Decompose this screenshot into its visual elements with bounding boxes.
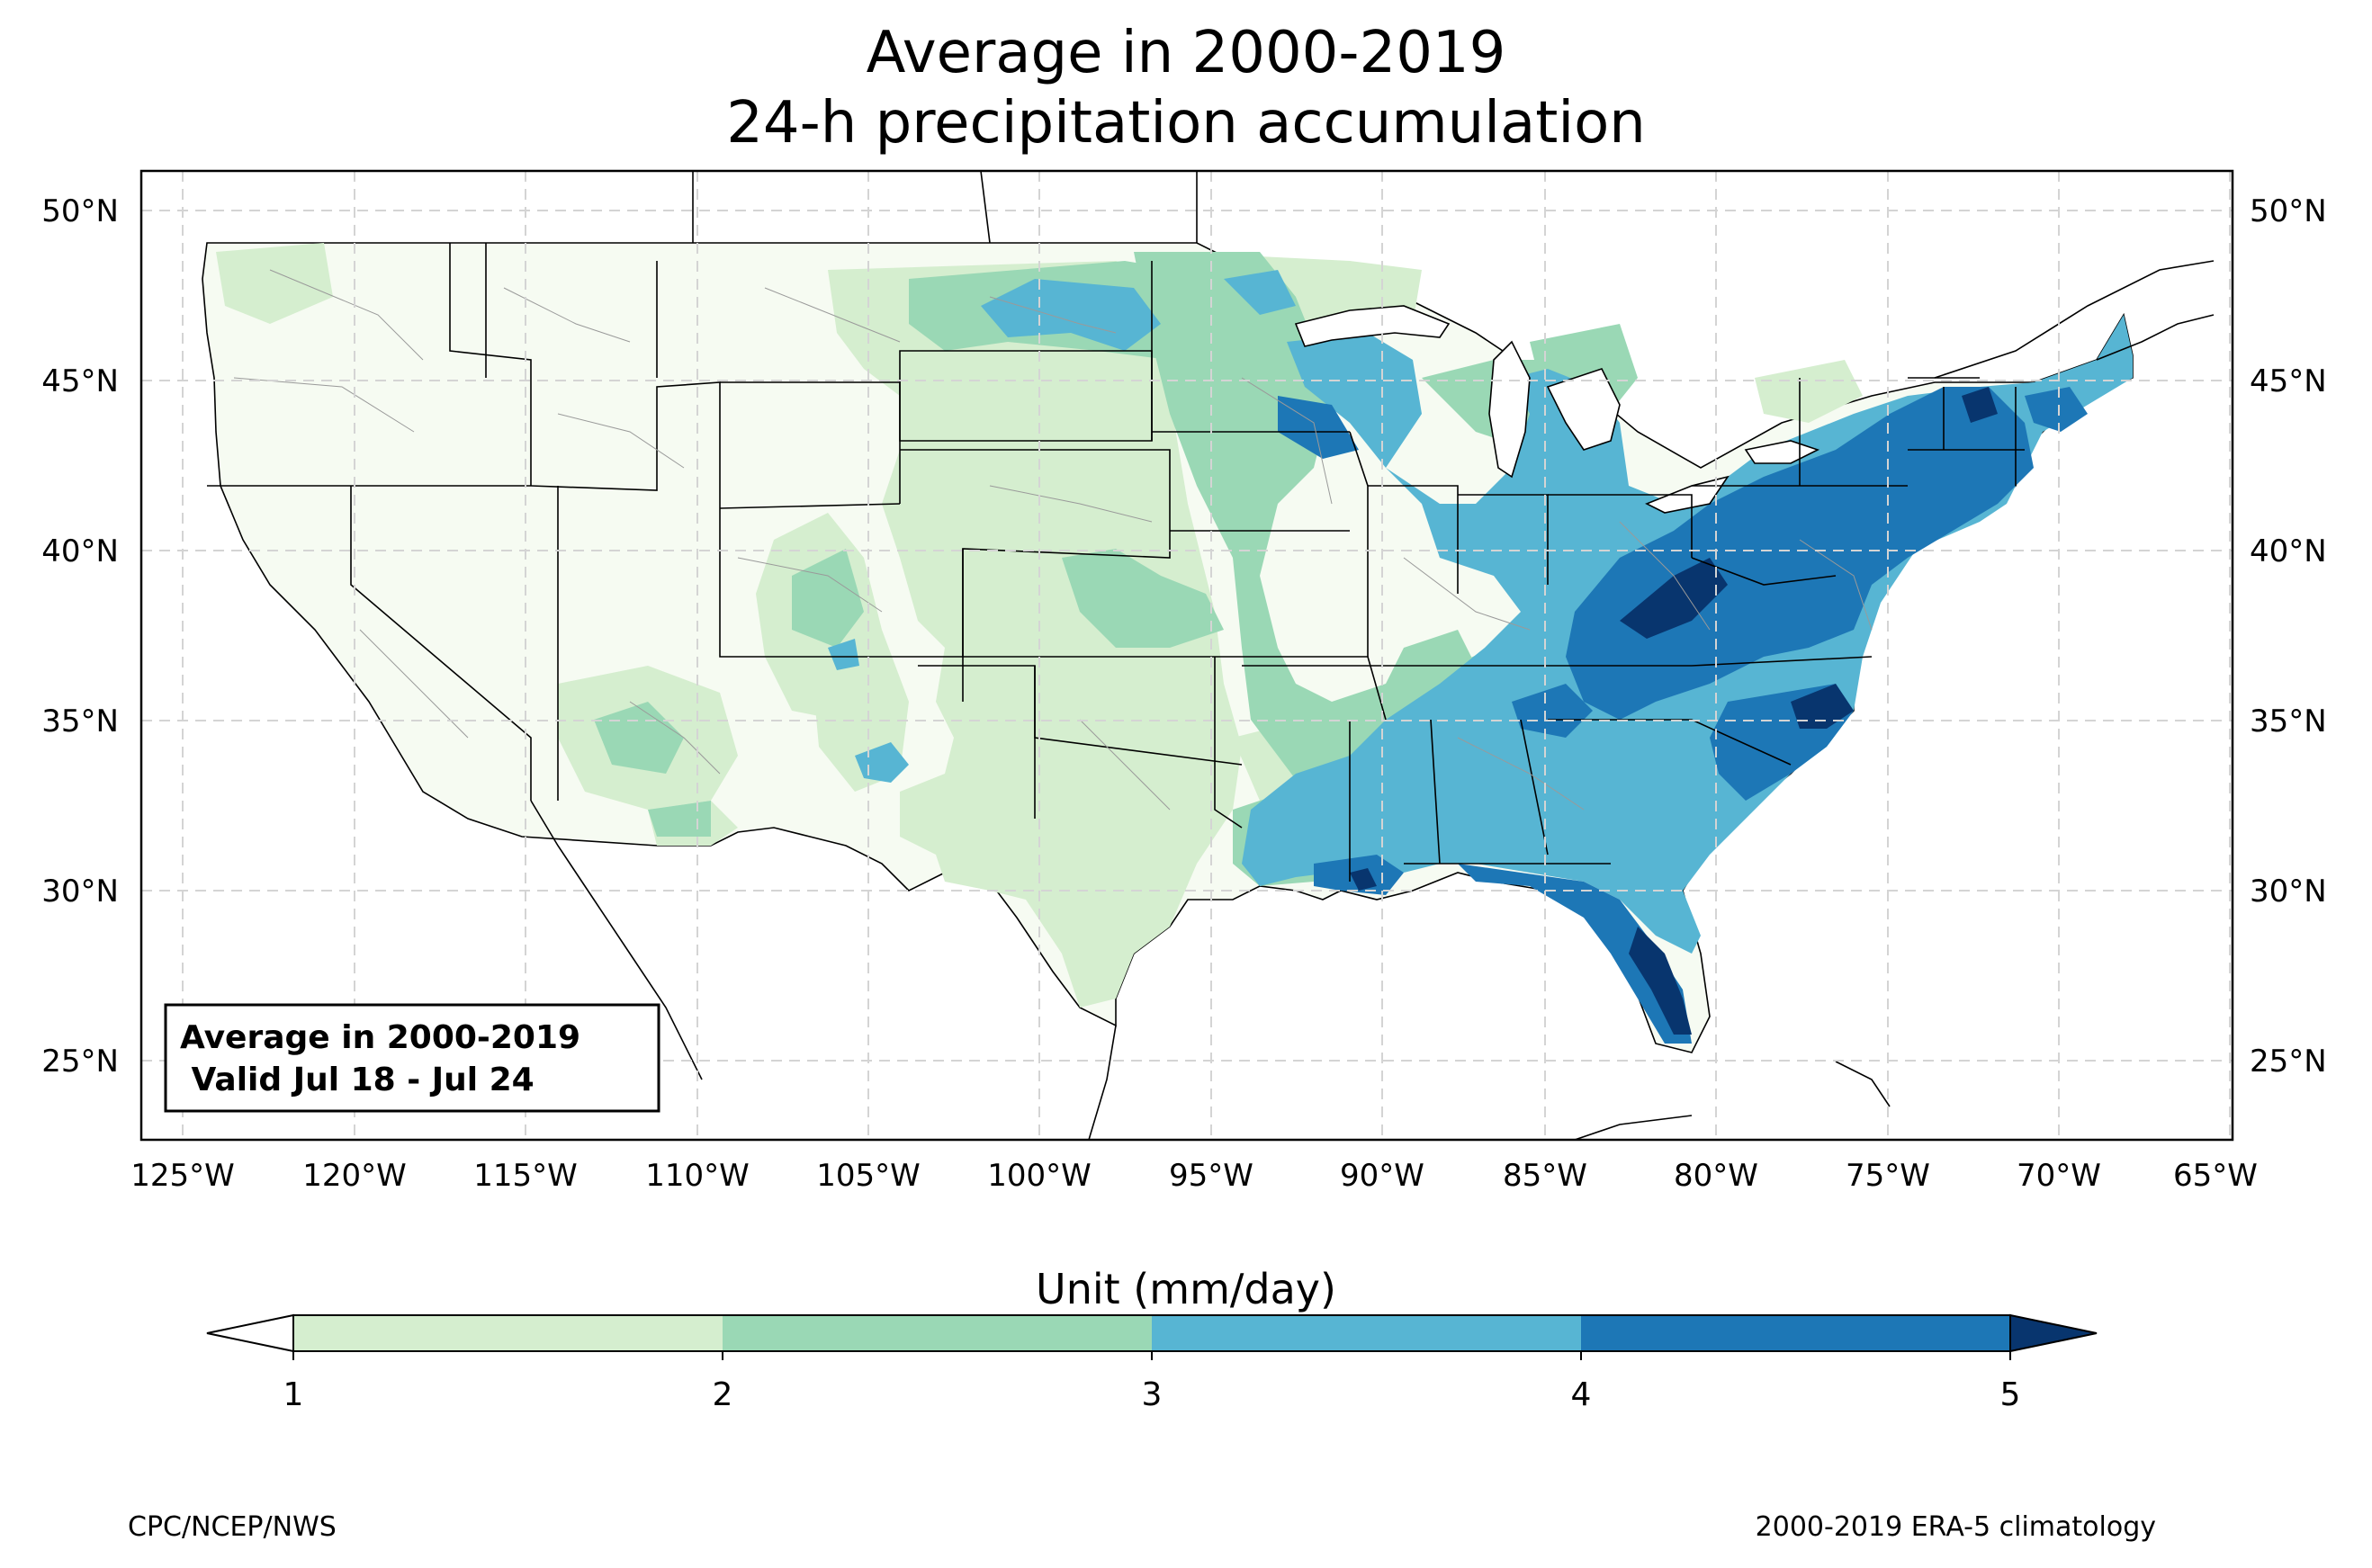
lon-label-65: 65°W xyxy=(2173,1158,2258,1194)
colorbar-bin-3-4 xyxy=(1152,1315,1581,1351)
chart-title-line2: 24-h precipitation accumulation xyxy=(726,90,1646,157)
lon-label-125: 125°W xyxy=(130,1158,235,1194)
lat-label-50-right: 50°N xyxy=(2250,193,2327,229)
lat-label-45-right: 45°N xyxy=(2250,363,2327,399)
lon-label-70: 70°W xyxy=(2017,1158,2101,1194)
map-frame xyxy=(139,169,2234,1142)
colorbar-extend-high xyxy=(2009,1313,2098,1353)
colorbar-bin-1-2 xyxy=(293,1315,723,1351)
lat-labels-left: 50°N 45°N 40°N 35°N 30°N 25°N xyxy=(41,193,119,1080)
lon-labels: 125°W 120°W 115°W 110°W 105°W 100°W 95°W… xyxy=(130,1158,2258,1194)
validity-line2: Valid Jul 18 - Jul 24 xyxy=(180,1062,535,1098)
lat-label-30: 30°N xyxy=(41,874,119,909)
colorbar: 1 2 3 4 5 xyxy=(206,1313,2098,1413)
coastlines xyxy=(530,171,2215,1140)
lat-label-35: 35°N xyxy=(41,703,119,739)
colorbar-extend-low xyxy=(206,1313,294,1353)
lon-label-90: 90°W xyxy=(1340,1158,1424,1194)
colorbar-tick-5: 5 xyxy=(2000,1376,2021,1413)
colorbar-tick-3: 3 xyxy=(1142,1376,1163,1413)
lon-label-85: 85°W xyxy=(1503,1158,1587,1194)
colorbar-bin-4-5 xyxy=(1581,1315,2010,1351)
great-lakes xyxy=(1294,305,1820,514)
footer-source: CPC/NCEP/NWS xyxy=(128,1511,337,1543)
colorbar-label: Unit (mm/day) xyxy=(1036,1265,1336,1313)
validity-line1: Average in 2000-2019 xyxy=(180,1019,580,1056)
lat-label-25-right: 25°N xyxy=(2250,1044,2327,1080)
lon-label-80: 80°W xyxy=(1674,1158,1758,1194)
lat-label-25: 25°N xyxy=(41,1044,119,1080)
lat-label-50: 50°N xyxy=(41,193,119,229)
lon-label-95: 95°W xyxy=(1169,1158,1253,1194)
lon-label-115: 115°W xyxy=(473,1158,578,1194)
lat-label-40: 40°N xyxy=(41,533,119,569)
zone-above-5mm xyxy=(1350,387,1998,1035)
lon-label-75: 75°W xyxy=(1846,1158,1930,1194)
footer-climatology: 2000-2019 ERA-5 climatology xyxy=(1755,1511,2156,1543)
lon-label-110: 110°W xyxy=(645,1158,750,1194)
chart-title-line1: Average in 2000-2019 xyxy=(866,20,1506,86)
colorbar-bin-2-3 xyxy=(723,1315,1152,1351)
lat-label-40-right: 40°N xyxy=(2250,533,2327,569)
lon-label-105: 105°W xyxy=(816,1158,921,1194)
gridlines xyxy=(141,171,2233,1140)
colorbar-tick-4: 4 xyxy=(1571,1376,1592,1413)
lon-label-120: 120°W xyxy=(302,1158,407,1194)
lat-labels-right: 50°N 45°N 40°N 35°N 30°N 25°N xyxy=(2250,193,2327,1080)
lat-label-35-right: 35°N xyxy=(2250,703,2327,739)
lat-label-45: 45°N xyxy=(41,363,119,399)
colorbar-tick-2: 2 xyxy=(713,1376,733,1413)
lat-label-30-right: 30°N xyxy=(2250,874,2327,909)
colorbar-tick-1: 1 xyxy=(283,1376,304,1413)
state-boundaries xyxy=(207,243,2025,882)
lon-label-100: 100°W xyxy=(987,1158,1092,1194)
map-content xyxy=(202,171,2215,1140)
validity-box: Average in 2000-2019 Valid Jul 18 - Jul … xyxy=(164,1003,660,1113)
county-lines xyxy=(233,269,1873,811)
